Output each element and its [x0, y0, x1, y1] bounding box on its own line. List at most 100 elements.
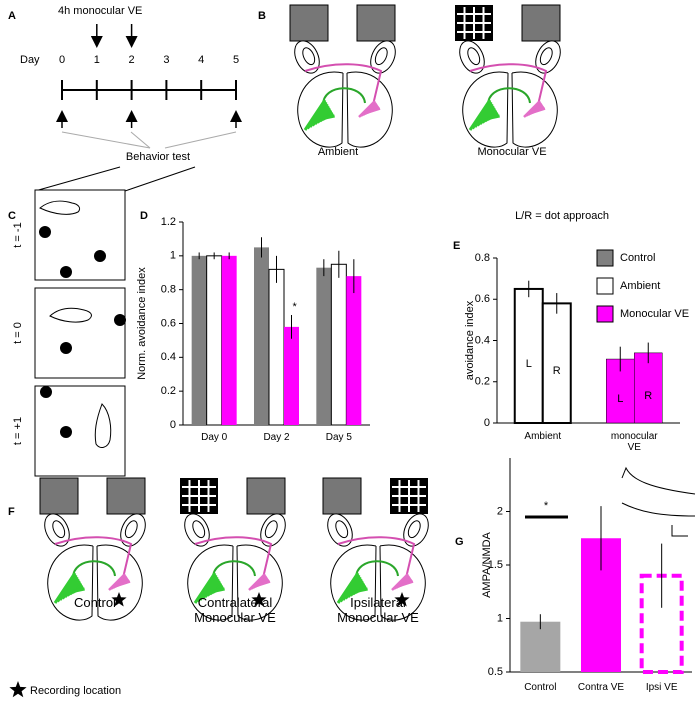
day-number: 0: [59, 54, 65, 66]
green-neuron: [324, 114, 335, 120]
eye: [370, 40, 396, 74]
y-tick-label: 0.6: [161, 317, 176, 329]
star: [394, 592, 410, 607]
legend-swatch: [596, 305, 614, 323]
fish-schematic: [455, 4, 561, 148]
star: [111, 592, 127, 607]
bar: [513, 287, 544, 424]
larva: [94, 403, 112, 448]
bar: [284, 326, 299, 425]
y-tick-label: 0.8: [475, 252, 490, 264]
condition-label: Ipsilateral Monocular VE: [337, 595, 419, 625]
bar: [268, 268, 285, 426]
bar-label: R: [644, 390, 652, 402]
stimulus-arena: [34, 385, 126, 477]
trace: [621, 502, 696, 517]
retinal-projection: [337, 536, 416, 579]
star-legend: [9, 681, 27, 698]
bar: [330, 263, 347, 426]
significance-mark: *: [293, 301, 298, 313]
condition-label: Contralateral Monocular VE: [194, 595, 276, 625]
x-tick-label: Control: [524, 682, 557, 693]
bar: [346, 276, 362, 425]
dot-stimulus: [40, 386, 52, 398]
bar: [191, 255, 207, 425]
y-axis-label: Norm. avoidance index: [136, 267, 148, 380]
bar: [206, 255, 223, 426]
lens: [467, 47, 481, 66]
eye: [403, 513, 429, 547]
lens: [192, 520, 206, 539]
day-number: 1: [94, 54, 100, 66]
pink-neuron: [401, 580, 414, 587]
eye: [535, 40, 561, 74]
bar: [541, 302, 572, 424]
dot-stimulus: [39, 226, 51, 238]
time-label: t = 0: [12, 322, 24, 344]
x-tick-label: monocular VE: [610, 431, 658, 453]
lens: [52, 520, 66, 539]
connector-lines: [34, 131, 237, 192]
panel-letter: B: [258, 10, 266, 22]
dot-stimulus: [60, 426, 72, 438]
retinal-projection: [469, 63, 548, 106]
green-neuron: [357, 587, 368, 593]
fish-schematic: [180, 477, 286, 621]
eye: [260, 513, 286, 547]
x-tick-label: Day 2: [263, 432, 290, 443]
time-label: t = +1: [12, 417, 24, 445]
gray-stimulus: [289, 4, 329, 42]
lens: [374, 47, 388, 66]
lens: [407, 520, 421, 539]
panel-letter: G: [455, 536, 464, 548]
gray-stimulus: [246, 477, 286, 515]
lens: [335, 520, 349, 539]
trace: [621, 466, 696, 495]
day-label: Day: [20, 54, 40, 66]
commissure: [322, 87, 366, 106]
commissure: [72, 560, 116, 579]
y-axis-label: avoidance index: [464, 300, 476, 380]
legend-swatch: [596, 249, 614, 267]
bar-label: L: [526, 358, 532, 370]
y-tick-label: 0.5: [488, 666, 503, 678]
legend-label: Control: [620, 252, 655, 264]
y-tick-label: 1.2: [161, 216, 176, 228]
dot-stimulus: [60, 266, 72, 278]
panel-letter: E: [453, 240, 460, 252]
dot-stimulus: [94, 250, 106, 262]
lens: [264, 520, 278, 539]
y-tick-label: 2: [497, 505, 503, 517]
larva: [49, 307, 92, 323]
dot-stimulus: [114, 314, 126, 326]
x-tick-label: Ambient: [524, 431, 562, 442]
gray-stimulus: [106, 477, 146, 515]
condition-label: Ambient: [318, 146, 358, 158]
day-number: 4: [198, 54, 204, 66]
bar-label: R: [553, 365, 561, 377]
timeline-title: 4h monocular VE: [58, 5, 142, 17]
panel-letter: D: [140, 210, 148, 222]
larva: [39, 200, 81, 215]
bar: [634, 352, 663, 424]
bar: [316, 267, 332, 425]
eye: [44, 513, 70, 547]
stimulus-arena: [34, 287, 126, 379]
bar: [221, 255, 237, 425]
y-tick-label: 0: [484, 417, 490, 429]
behavior-test-label: Behavior test: [126, 151, 190, 163]
bar: [520, 621, 561, 672]
gray-stimulus: [521, 4, 561, 42]
legend-label: Ambient: [620, 280, 660, 292]
condition-label: Monocular VE: [477, 146, 546, 158]
y-tick-label: 0.2: [161, 385, 176, 397]
y-tick-label: 0: [170, 419, 176, 431]
x-tick-label: Day 0: [201, 432, 228, 443]
y-tick-label: 1.5: [488, 559, 503, 571]
retinal-projection: [54, 536, 133, 579]
pink-neuron: [118, 580, 131, 587]
retinal-projection: [304, 63, 383, 106]
recording-legend: Recording location: [30, 685, 121, 697]
